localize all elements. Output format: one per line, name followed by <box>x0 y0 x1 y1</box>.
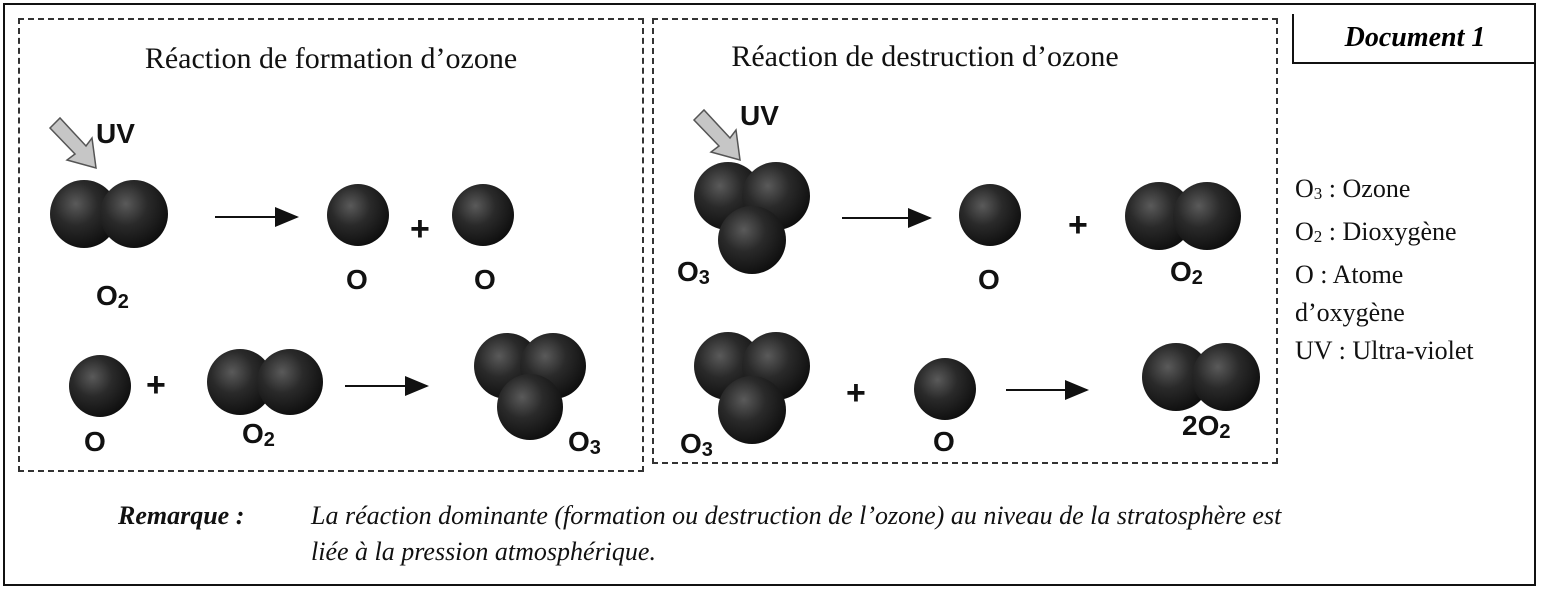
legend-item: UV : Ultra-violet <box>1295 336 1474 365</box>
legend-item: O2 : Dioxygène <box>1295 217 1457 246</box>
uv-arrow-icon <box>48 116 97 170</box>
oxygen-atom <box>959 184 1021 246</box>
o3-label: O3 <box>680 428 713 461</box>
o3-molecule <box>474 333 586 440</box>
uv-label: UV <box>96 118 135 149</box>
oxygen-atom <box>69 355 131 417</box>
legend-item: O : Atome <box>1295 260 1404 289</box>
plus-sign: + <box>146 366 166 404</box>
o-label: O <box>978 264 1000 295</box>
destruction-title: Réaction de destruction d’ozone <box>731 40 1119 73</box>
remark-keyword: Remarque : <box>118 501 245 530</box>
formation-panel: Réaction de formation d’ozone <box>18 18 644 472</box>
plus-sign: + <box>846 374 866 412</box>
o3-label: O3 <box>568 426 601 459</box>
oxygen-atom <box>327 184 389 246</box>
oxygen-atom <box>914 358 976 420</box>
o-label: O <box>84 426 106 457</box>
o3-label: O3 <box>677 256 710 289</box>
destruction-panel: Réaction de destruction d’ozone <box>652 18 1278 464</box>
oxygen-atom <box>452 184 514 246</box>
o2-label: O2 <box>96 280 129 313</box>
legend-item: d’oxygène <box>1295 298 1405 327</box>
legend: O3 : Ozone O2 : Dioxygène O : Atome d’ox… <box>1295 170 1540 370</box>
remark-line-1: La réaction dominante (formation ou dest… <box>311 501 1282 530</box>
formation-title: Réaction de formation d’ozone <box>144 42 518 75</box>
legend-item: O3 : Ozone <box>1295 174 1411 203</box>
document-frame <box>3 3 1536 586</box>
o2-molecule <box>1125 182 1241 250</box>
plus-sign: + <box>1068 206 1088 244</box>
two-o2-label: 2O2 <box>1182 410 1231 443</box>
o2-label: O2 <box>1170 256 1203 289</box>
o2-label: O2 <box>242 418 275 451</box>
uv-arrow-icon <box>692 108 741 162</box>
o3-molecule <box>694 162 810 274</box>
document-label: Document 1 <box>1292 14 1536 64</box>
remark-line-2: liée à la pression atmosphérique. <box>311 537 656 566</box>
o3-molecule <box>694 332 810 444</box>
o-label: O <box>933 426 955 457</box>
plus-sign: + <box>410 210 430 248</box>
o-label: O <box>474 264 496 295</box>
two-o2-molecules <box>1142 343 1260 411</box>
o-label: O <box>346 264 368 295</box>
uv-label: UV <box>740 100 779 131</box>
o2-molecule <box>50 180 168 248</box>
o2-molecule <box>207 349 323 415</box>
